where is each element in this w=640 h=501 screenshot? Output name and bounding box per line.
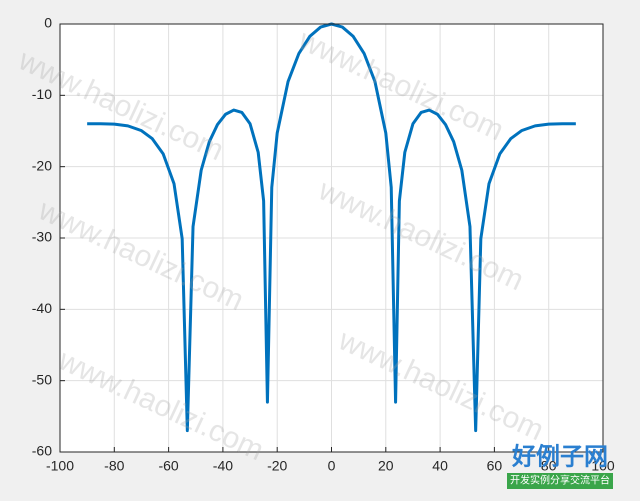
logo-subtitle: 开发实例分享交流平台	[510, 474, 610, 487]
y-tick-label: -60	[32, 443, 52, 459]
axes-box	[59, 23, 604, 453]
logo-badge	[507, 473, 613, 489]
labels: -100 -80 -60 -40 -20 0 20 40 60 80 100 0 -10 -20 -30 -4…	[32, 15, 615, 474]
y-tick-label: -50	[32, 371, 52, 387]
y-tick-label: -30	[32, 229, 52, 245]
x-tick-label: -40	[213, 458, 233, 474]
logo-title: 好例子网	[511, 443, 608, 470]
y-tick-label: 0	[44, 15, 52, 31]
x-tick-label: -20	[267, 458, 287, 474]
x-tick-label: 0	[328, 458, 336, 474]
x-tick-label: -60	[158, 458, 178, 474]
x-tick-label: 80	[541, 458, 557, 474]
y-tick-label: -10	[32, 86, 52, 102]
x-tick-label: 40	[432, 458, 448, 474]
y-tick-label: -40	[32, 300, 52, 316]
x-tick-label: -100	[46, 458, 74, 474]
y-tick-label: -20	[32, 157, 52, 173]
x-tick-label: -80	[104, 458, 124, 474]
x-tick-label: 100	[591, 458, 615, 474]
x-tick-label: 60	[487, 458, 503, 474]
x-tick-label: 20	[378, 458, 394, 474]
